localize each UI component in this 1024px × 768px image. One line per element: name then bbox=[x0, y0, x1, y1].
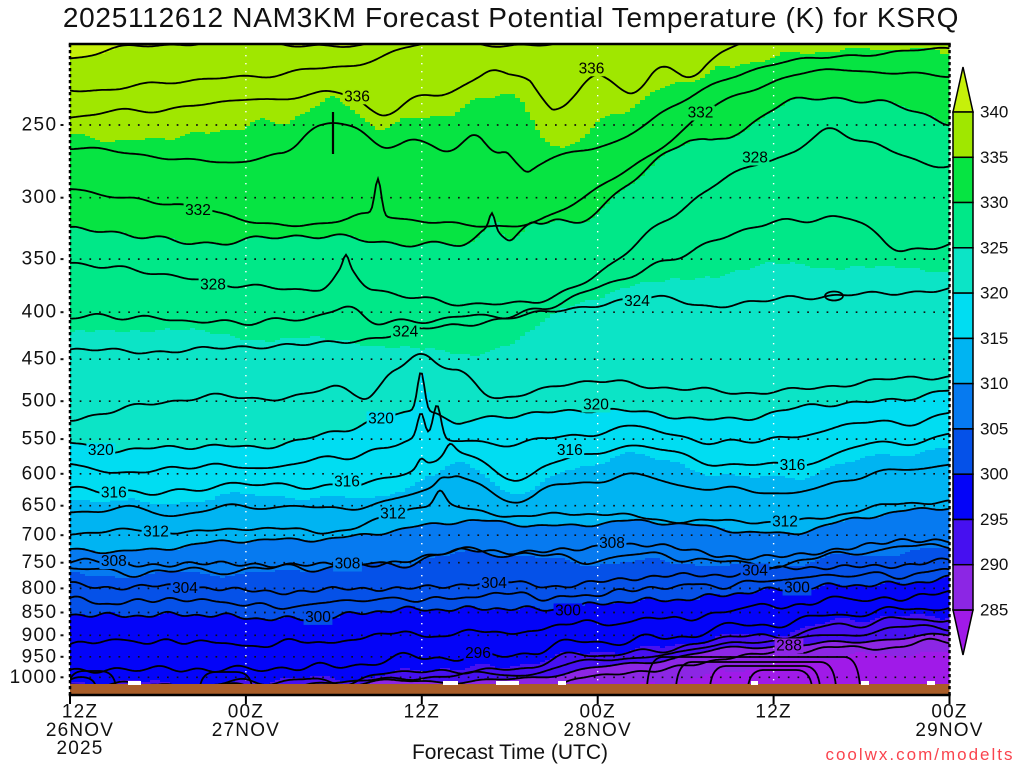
svg-text:316: 316 bbox=[557, 442, 583, 459]
svg-text:316: 316 bbox=[334, 474, 360, 491]
svg-text:2025112612 NAM3KM Forecast Pot: 2025112612 NAM3KM Forecast Potential Tem… bbox=[63, 2, 959, 33]
svg-text:336: 336 bbox=[579, 60, 605, 77]
svg-text:550: 550 bbox=[22, 429, 58, 450]
svg-text:324: 324 bbox=[392, 324, 418, 341]
svg-text:324: 324 bbox=[624, 293, 650, 310]
svg-text:316: 316 bbox=[780, 457, 806, 474]
svg-text:296: 296 bbox=[465, 645, 491, 662]
svg-text:250: 250 bbox=[22, 115, 58, 136]
svg-text:304: 304 bbox=[172, 580, 198, 597]
svg-text:12Z: 12Z bbox=[404, 702, 440, 723]
svg-text:288: 288 bbox=[776, 638, 802, 655]
svg-text:coolwx.com/modelts: coolwx.com/modelts bbox=[825, 745, 1014, 764]
svg-text:316: 316 bbox=[101, 485, 127, 502]
svg-text:304: 304 bbox=[481, 575, 507, 592]
svg-text:295: 295 bbox=[980, 510, 1008, 529]
svg-text:300: 300 bbox=[980, 465, 1008, 484]
svg-text:332: 332 bbox=[688, 105, 714, 122]
svg-text:310: 310 bbox=[980, 374, 1008, 393]
svg-text:290: 290 bbox=[980, 555, 1008, 574]
svg-text:700: 700 bbox=[22, 525, 58, 546]
svg-text:308: 308 bbox=[335, 556, 361, 573]
svg-text:300: 300 bbox=[305, 609, 331, 626]
svg-text:800: 800 bbox=[22, 578, 58, 599]
svg-text:28NOV: 28NOV bbox=[564, 720, 632, 741]
svg-text:00Z: 00Z bbox=[228, 702, 264, 723]
svg-text:950: 950 bbox=[22, 646, 58, 667]
svg-text:300: 300 bbox=[22, 187, 58, 208]
svg-text:312: 312 bbox=[143, 524, 169, 541]
svg-text:340: 340 bbox=[980, 103, 1008, 122]
svg-text:315: 315 bbox=[980, 329, 1008, 348]
svg-text:332: 332 bbox=[185, 202, 211, 219]
svg-text:285: 285 bbox=[980, 601, 1008, 620]
svg-text:27NOV: 27NOV bbox=[212, 720, 280, 741]
svg-text:304: 304 bbox=[742, 563, 768, 580]
svg-text:600: 600 bbox=[22, 463, 58, 484]
svg-text:335: 335 bbox=[980, 148, 1008, 167]
svg-text:Forecast Time (UTC): Forecast Time (UTC) bbox=[412, 741, 608, 764]
svg-text:320: 320 bbox=[583, 397, 609, 414]
svg-text:450: 450 bbox=[22, 349, 58, 370]
svg-text:320: 320 bbox=[980, 284, 1008, 303]
svg-text:12Z: 12Z bbox=[755, 702, 791, 723]
svg-text:26NOV: 26NOV bbox=[46, 720, 114, 741]
svg-text:300: 300 bbox=[555, 603, 581, 620]
svg-text:320: 320 bbox=[88, 442, 114, 459]
svg-text:312: 312 bbox=[772, 514, 798, 531]
svg-text:305: 305 bbox=[980, 419, 1008, 438]
svg-text:650: 650 bbox=[22, 495, 58, 516]
svg-text:312: 312 bbox=[380, 506, 406, 523]
svg-text:750: 750 bbox=[22, 552, 58, 573]
svg-text:350: 350 bbox=[22, 249, 58, 270]
svg-text:00Z: 00Z bbox=[931, 702, 967, 723]
svg-text:328: 328 bbox=[200, 276, 226, 293]
svg-text:00Z: 00Z bbox=[580, 702, 616, 723]
svg-text:900: 900 bbox=[22, 625, 58, 646]
svg-text:325: 325 bbox=[980, 238, 1008, 257]
svg-text:400: 400 bbox=[22, 302, 58, 323]
svg-text:850: 850 bbox=[22, 602, 58, 623]
svg-text:300: 300 bbox=[784, 580, 810, 597]
svg-text:330: 330 bbox=[980, 193, 1008, 212]
svg-text:1000: 1000 bbox=[10, 667, 58, 688]
svg-text:328: 328 bbox=[742, 150, 768, 167]
svg-text:308: 308 bbox=[101, 553, 127, 570]
svg-text:320: 320 bbox=[368, 411, 394, 428]
svg-text:29NOV: 29NOV bbox=[915, 720, 983, 741]
svg-text:2025: 2025 bbox=[56, 738, 103, 759]
svg-text:336: 336 bbox=[344, 88, 370, 105]
svg-text:500: 500 bbox=[22, 391, 58, 412]
svg-text:308: 308 bbox=[599, 535, 625, 552]
svg-text:12Z: 12Z bbox=[62, 702, 98, 723]
